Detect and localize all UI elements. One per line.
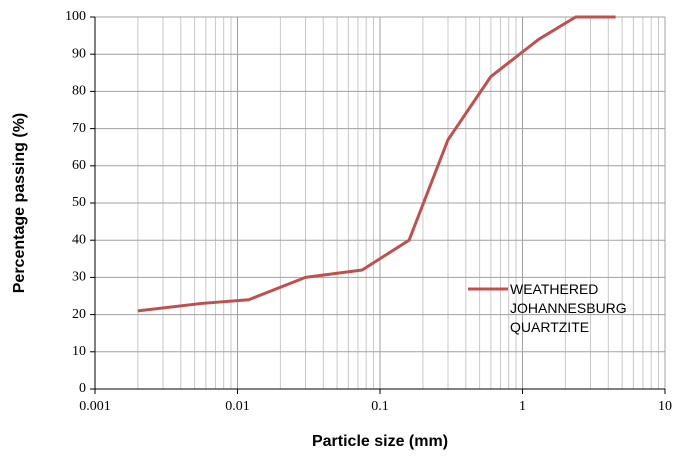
y-tick-label: 40	[72, 232, 86, 247]
y-tick-label: 80	[72, 84, 86, 99]
y-tick-label: 30	[72, 270, 86, 285]
y-tick-label: 70	[72, 121, 86, 136]
y-tick-label: 10	[72, 344, 86, 359]
x-tick-label: 10	[658, 399, 672, 414]
y-tick-label: 20	[72, 307, 86, 322]
y-tick-label: 60	[72, 158, 86, 173]
legend-label: WEATHERED JOHANNESBURG QUARTZITE	[510, 281, 631, 335]
x-tick-label: 1	[519, 399, 526, 414]
data-line	[137, 15, 616, 313]
y-tick-label: 50	[72, 195, 86, 210]
y-axis-title: Percentage passing (%)	[11, 113, 28, 294]
x-axis-title: Particle size (mm)	[312, 433, 448, 450]
y-tick-label: 90	[72, 46, 86, 61]
y-tick-label: 100	[65, 9, 86, 24]
y-tick-label: 0	[79, 381, 86, 396]
x-tick-label: 0.01	[225, 399, 250, 414]
x-tick-label: 0.1	[371, 399, 389, 414]
x-tick-label: 0.001	[79, 399, 111, 414]
